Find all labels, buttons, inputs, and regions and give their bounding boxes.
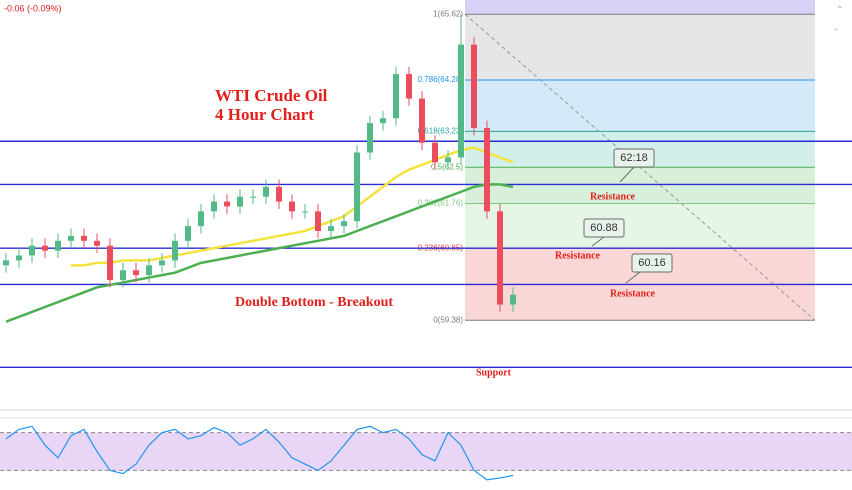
moving-average [5,183,514,323]
candle-body [107,245,113,281]
oscillator [0,425,852,481]
fib-label: 0.5(62.5) [431,162,463,171]
candle-body [302,211,308,213]
candle-body [510,294,516,305]
fib-top-zone [465,0,815,15]
candle-body [16,255,22,261]
horizontal-lines [0,140,852,369]
icon[interactable]: ⌃ [836,4,844,14]
candle-body [68,235,74,241]
fib-label: 0.382(61.76) [418,199,464,208]
callout-pointer [625,271,641,284]
candle-body [289,201,295,212]
fib-label: 0.786(64.28) [418,75,464,84]
candle-body [133,270,139,276]
candle-body [3,260,9,266]
candle-body [432,142,438,163]
candle-body [367,123,373,153]
annotation: Resistance [555,250,601,261]
candle-body [393,74,399,119]
candle-body [211,201,217,212]
callout-pointer [591,236,605,247]
oscillator-band [0,432,852,471]
candles [3,14,516,312]
candle-body [237,196,243,207]
candle-body [497,211,503,305]
candle-body [29,245,35,256]
moving-averages [5,146,514,323]
annotation: Resistance [610,288,656,299]
candle-body [328,226,334,231]
fib-zone [465,79,815,132]
callout-box [631,253,673,273]
toolbar-icons: ⌃ ⌄ [832,4,844,32]
candle-body [120,270,126,281]
candle-body [380,118,386,124]
oscillator-line [5,425,514,481]
candle-body [172,240,178,261]
candle-body [198,211,204,227]
callout: 62:18 [613,148,655,183]
candle-body [146,265,152,276]
candle-body [458,44,464,158]
callout-label: 60.88 [590,222,618,234]
fib-zone [465,14,815,80]
annotation: WTI Crude Oil [215,86,328,105]
candle-body [55,240,61,251]
callout: 60.88 [583,218,625,247]
candle-body [250,196,256,198]
candle-body [471,44,477,129]
candle-body [94,240,100,246]
fib-label: 0.618(63.23) [418,127,464,136]
candle-body [445,157,451,163]
candle-body [81,235,87,241]
moving-average [71,146,514,267]
candle-body [484,128,490,212]
fib-zone [465,167,815,204]
candle-body [341,221,347,227]
candle-body [419,98,425,143]
fib-zone [465,203,815,249]
callout: 60.16 [625,253,673,284]
candle-body [159,260,165,266]
icon[interactable]: ⌄ [832,22,840,32]
candle-body [315,211,321,231]
callout-label: 62:18 [620,152,648,164]
fib-label: 0(59.38) [433,315,463,324]
candle-body [185,226,191,241]
fib-label: 1(65.62) [433,9,463,18]
annotation: Resistance [590,191,636,202]
candle-body [42,245,48,251]
candle-body [224,201,230,207]
price-change: -0.06 (-0.09%) [4,3,62,13]
candle-body [406,74,412,99]
callout-pointer [619,166,635,183]
annotation: 4 Hour Chart [215,105,314,124]
callout-label: 60.16 [638,257,666,269]
annotation: Support [476,367,512,378]
candle-body [276,186,282,202]
candle-body [354,152,360,222]
annotation: Double Bottom - Breakout [235,295,393,310]
candle-body [263,186,269,197]
